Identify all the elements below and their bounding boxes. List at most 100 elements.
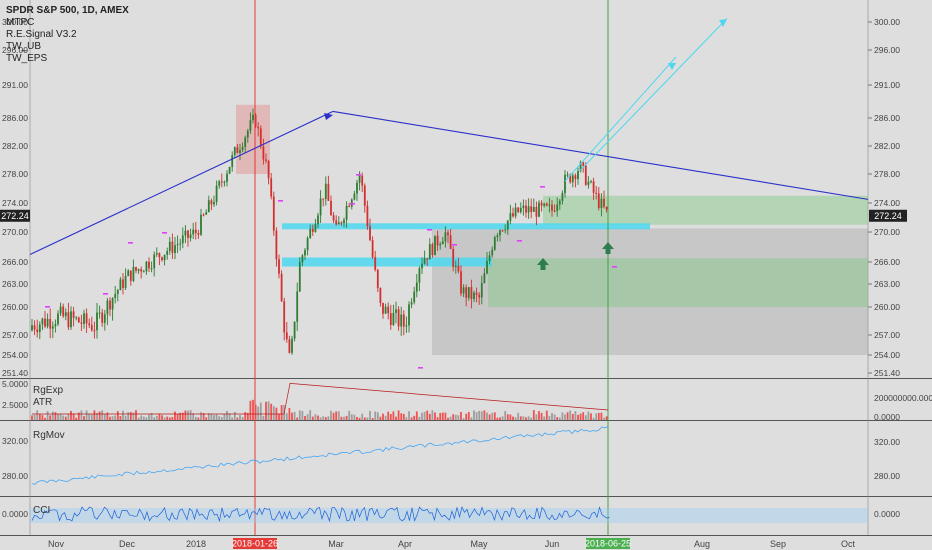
x-axis-month-label: Mar (328, 539, 344, 549)
volume-bar (392, 411, 395, 420)
volume-bar (504, 411, 507, 420)
volume-bar (483, 410, 486, 420)
candle-body (493, 237, 496, 250)
volume-bar (587, 411, 590, 420)
candle-body (532, 206, 535, 212)
volume-bar (106, 412, 109, 420)
projection-line-1 (564, 56, 677, 182)
rgmov-line (31, 426, 609, 485)
volume-bar (62, 415, 65, 420)
candle-body (595, 192, 598, 194)
candle-body (504, 229, 507, 231)
candle-body (410, 302, 413, 305)
volume-bar (571, 413, 574, 420)
candle-body (426, 258, 429, 260)
volume-bar (558, 417, 561, 420)
indicator-label-tweps[interactable]: TW_EPS (6, 53, 48, 64)
candle-body (70, 311, 72, 328)
right-axis-tick-label: 282.00 (874, 141, 900, 151)
mov-left-tick-label: 320.00 (2, 436, 28, 446)
volume-bar (402, 413, 405, 420)
candle-body (402, 314, 405, 327)
candle-body (561, 193, 564, 201)
candle-body (278, 259, 280, 274)
candle-body (233, 147, 236, 156)
volume-bar (64, 416, 67, 420)
volume-bar (41, 415, 44, 420)
right-axis-tick-label: 266.00 (874, 257, 900, 267)
volume-bar (447, 417, 449, 420)
right-axis-tick-label: 270.00 (874, 227, 900, 237)
right-axis-tick-label: 278.00 (874, 169, 900, 179)
volume-bar (72, 413, 75, 420)
candle-body (566, 174, 569, 176)
volume-bar (200, 412, 202, 420)
volume-bar (491, 412, 494, 420)
volume-bar (54, 412, 57, 420)
volume-bar (215, 414, 218, 420)
volume-bar (444, 412, 447, 420)
indicator-label-twub[interactable]: TW_UB (6, 41, 41, 52)
volume-bar (249, 400, 252, 420)
volume-pane-label-rgexp[interactable]: RgExp (33, 385, 64, 396)
candle-body (597, 193, 600, 209)
signal-marker-dots (452, 244, 457, 246)
candle-body (574, 175, 577, 180)
last-price-badge-right (869, 209, 907, 222)
indicator-label-resignal[interactable]: R.E.Signal V3.2 (6, 29, 77, 40)
volume-bar (522, 416, 525, 420)
candle-body (465, 287, 468, 298)
volume-bar (600, 412, 603, 420)
volume-bar (434, 412, 436, 420)
volume-bar (353, 414, 356, 420)
volume-pane-label-atr[interactable]: ATR (33, 397, 53, 408)
volume-bar (293, 411, 296, 420)
x-axis-month-label: Oct (841, 539, 856, 549)
volume-bar (330, 410, 332, 420)
volume-bar (366, 417, 369, 420)
volume-bar (384, 415, 387, 420)
volume-bar (527, 416, 530, 420)
candle-body (83, 313, 85, 324)
volume-bar (512, 416, 514, 420)
candle-body (106, 300, 109, 315)
range-box-grey (432, 228, 868, 355)
volume-bar (499, 417, 501, 420)
volume-bar (246, 412, 249, 420)
candle-body (413, 291, 416, 303)
cci-pane-label[interactable]: CCI (33, 505, 51, 516)
indicator-label-mtpc[interactable]: MTPC (6, 17, 35, 28)
x-axis-month-label: Aug (694, 539, 710, 549)
candle-body (553, 210, 556, 212)
volume-bar (428, 413, 431, 420)
candle-body (137, 269, 140, 271)
candle-body (135, 267, 137, 271)
candle-body (408, 304, 410, 326)
volume-bar (122, 410, 124, 420)
candle-body (285, 332, 288, 340)
volume-bar (501, 416, 504, 420)
cyan-zone-lower (282, 257, 492, 267)
volume-bar (236, 417, 239, 420)
buy-signal-arrow-1 (602, 242, 614, 254)
candle-body (46, 318, 49, 327)
candle-body (384, 306, 387, 314)
volume-bar (218, 416, 221, 420)
date-badge-0 (233, 538, 277, 549)
candle-body (75, 317, 78, 319)
volume-bar (103, 414, 106, 420)
cci-right-tick-label: 0.0000 (874, 509, 900, 519)
candle-body (301, 255, 304, 263)
candle-body (400, 314, 403, 327)
candle-body (184, 230, 187, 236)
mov-pane-label[interactable]: RgMov (33, 430, 65, 441)
candle-body (395, 309, 397, 313)
volume-bar (332, 412, 335, 420)
volume-bar (96, 412, 98, 420)
chart-title[interactable]: SPDR S&P 500, 1D, AMEX (6, 5, 129, 16)
volume-bar (137, 417, 140, 420)
candle-body (311, 228, 314, 232)
candle-body (109, 300, 111, 310)
